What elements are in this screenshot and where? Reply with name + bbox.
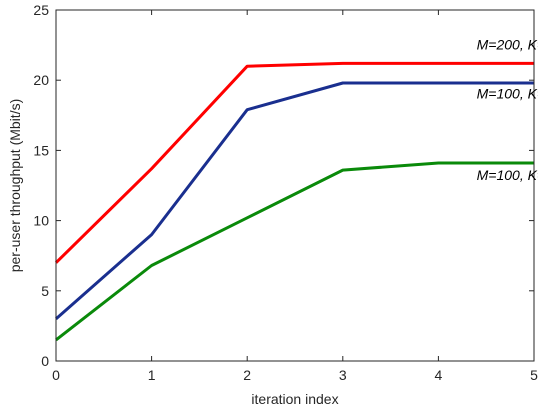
series-line xyxy=(55,81,534,321)
plot-frame xyxy=(55,9,535,362)
labels-layer: 0 1 2 3 4 5 0 5 10 15 20 25 M=200, K=40 M=100, K=20 M=… xyxy=(33,2,538,383)
y-tick-label: 20 xyxy=(33,72,49,88)
y-tick-label: 10 xyxy=(33,213,49,229)
y-axis-label: per-user throughput (Mbit/s) xyxy=(7,99,23,273)
x-tick-label: 0 xyxy=(52,367,60,383)
y-tick-label: 15 xyxy=(33,142,49,158)
series-annotation: M=100, K=40 xyxy=(477,167,538,183)
y-tick-label: 0 xyxy=(41,353,49,369)
x-tick-label: 1 xyxy=(148,367,156,383)
y-tick-label: 5 xyxy=(41,283,49,299)
y-tick-label: 25 xyxy=(33,2,49,18)
series-annotation: M=100, K=20 xyxy=(477,85,538,101)
series-line xyxy=(54,61,534,264)
series-annotation: M=200, K=40 xyxy=(477,36,538,52)
series-line xyxy=(55,161,534,342)
x-tick-label: 2 xyxy=(243,367,251,383)
x-axis-label: iteration index xyxy=(251,391,338,407)
x-tick-label: 4 xyxy=(435,367,443,383)
x-tick-label: 5 xyxy=(530,367,538,383)
x-tick-label: 3 xyxy=(339,367,347,383)
series-layer xyxy=(54,61,534,342)
